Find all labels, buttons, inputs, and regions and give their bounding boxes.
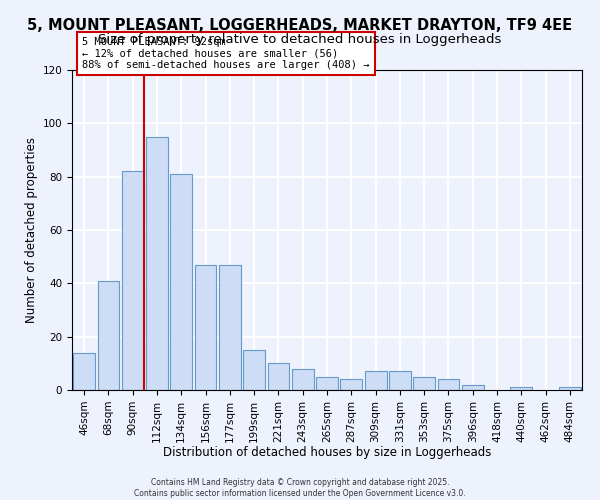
Y-axis label: Number of detached properties: Number of detached properties xyxy=(25,137,38,323)
Text: Contains HM Land Registry data © Crown copyright and database right 2025.
Contai: Contains HM Land Registry data © Crown c… xyxy=(134,478,466,498)
Bar xyxy=(437,380,460,390)
Bar xyxy=(146,136,168,390)
Bar xyxy=(389,372,411,390)
Bar xyxy=(511,388,532,390)
Text: 5, MOUNT PLEASANT, LOGGERHEADS, MARKET DRAYTON, TF9 4EE: 5, MOUNT PLEASANT, LOGGERHEADS, MARKET D… xyxy=(28,18,572,32)
Bar xyxy=(316,376,338,390)
Bar xyxy=(413,376,435,390)
Bar xyxy=(194,264,217,390)
Bar xyxy=(340,380,362,390)
Bar xyxy=(170,174,192,390)
Bar xyxy=(462,384,484,390)
Text: 5 MOUNT PLEASANT: 92sqm
← 12% of detached houses are smaller (56)
88% of semi-de: 5 MOUNT PLEASANT: 92sqm ← 12% of detache… xyxy=(82,37,370,70)
Bar xyxy=(365,372,386,390)
Bar xyxy=(559,388,581,390)
Bar xyxy=(292,368,314,390)
Bar xyxy=(219,264,241,390)
Bar xyxy=(73,352,95,390)
X-axis label: Distribution of detached houses by size in Loggerheads: Distribution of detached houses by size … xyxy=(163,446,491,459)
Bar xyxy=(122,172,143,390)
Bar xyxy=(243,350,265,390)
Bar xyxy=(97,280,119,390)
Bar xyxy=(268,364,289,390)
Text: Size of property relative to detached houses in Loggerheads: Size of property relative to detached ho… xyxy=(98,32,502,46)
